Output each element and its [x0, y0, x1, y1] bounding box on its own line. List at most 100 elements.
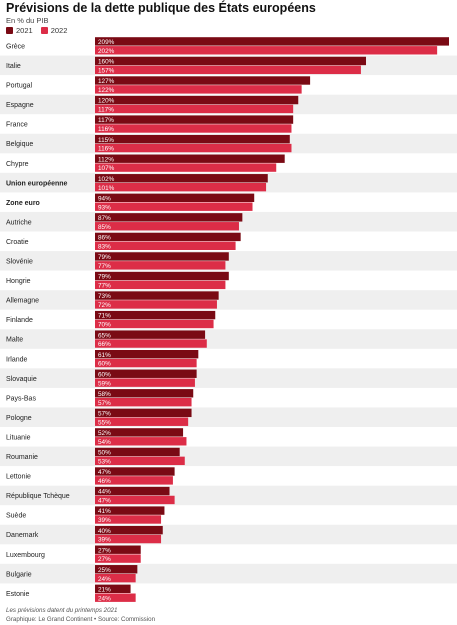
bar-2022-pologne: [95, 417, 189, 426]
bar-2021-portugal: [95, 76, 311, 85]
bar-2021-republique-tcheque: [95, 486, 170, 496]
legend-item-2022: 2022: [40, 26, 67, 35]
bar-2021-italie: [95, 56, 367, 66]
row-band: [0, 290, 457, 310]
value-label-2021-irlande: 61%: [98, 352, 111, 359]
bar-2021-irlande: [95, 350, 199, 359]
category-label-union-europeenne: Union européenne: [6, 180, 68, 187]
category-label-irlande: Irlande: [6, 356, 28, 363]
value-label-2022-suede: 39%: [98, 517, 111, 524]
category-label-suede: Suède: [6, 513, 26, 520]
value-label-2022-pologne: 55%: [98, 419, 111, 426]
chart-title: Prévisions de la dette publique des État…: [6, 1, 316, 15]
bar-2021-bulgarie: [95, 565, 138, 574]
value-label-2022-espagne: 117%: [98, 107, 114, 114]
bar-2021-hongrie: [95, 271, 229, 281]
category-label-italie: Italie: [6, 63, 21, 70]
bar-2022-republique-tcheque: [95, 495, 175, 505]
value-label-2021-italie: 160%: [98, 59, 115, 66]
category-label-luxembourg: Luxembourg: [6, 552, 45, 559]
value-label-2022-portugal: 122%: [98, 87, 115, 94]
value-label-2022-france: 116%: [98, 126, 114, 133]
bar-2022-slovaquie: [95, 378, 195, 387]
value-label-2022-slovaquie: 59%: [98, 380, 111, 387]
category-label-malte: Malte: [6, 337, 23, 344]
category-label-belgique: Belgique: [6, 141, 33, 148]
category-label-croatie: Croatie: [6, 239, 29, 246]
chart-subtitle: En % du PIB: [6, 16, 49, 25]
bar-2021-croatie: [95, 232, 241, 242]
row-band: [0, 407, 457, 427]
footer-note: Les prévisions datent du printemps 2021: [6, 607, 118, 614]
bar-2022-autriche: [95, 222, 239, 231]
value-label-2022-autriche: 85%: [98, 224, 111, 231]
value-label-2022-croatie: 83%: [98, 243, 111, 250]
bar-2022-france: [95, 124, 292, 133]
bar-2022-zone-euro: [95, 202, 253, 211]
bar-2021-zone-euro: [95, 193, 255, 202]
value-label-2021-france: 117%: [98, 117, 114, 124]
value-label-2022-republique-tcheque: 47%: [98, 498, 111, 505]
legend-swatch-2022: [40, 27, 48, 34]
value-label-2021-lettonie: 47%: [98, 469, 111, 476]
value-label-2022-pays-bas: 57%: [98, 400, 111, 407]
legend-label-2021: 2021: [16, 26, 33, 35]
category-label-autriche: Autriche: [6, 219, 32, 226]
value-label-2022-lituanie: 54%: [98, 439, 111, 446]
value-label-2022-lettonie: 46%: [98, 478, 111, 485]
value-label-2022-roumanie: 53%: [98, 458, 111, 465]
row-band: [0, 524, 457, 545]
bar-2022-estonie: [95, 593, 136, 602]
bar-2021-slovenie: [95, 252, 229, 261]
category-label-finlande: Finlande: [6, 317, 33, 324]
bar-2021-lituanie: [95, 428, 184, 437]
bar-2021-malte: [95, 330, 206, 339]
value-label-2022-finlande: 70%: [98, 322, 111, 329]
category-label-roumanie: Roumanie: [6, 454, 38, 461]
row-band: [0, 563, 457, 584]
bar-2022-irlande: [95, 358, 197, 368]
bar-2022-croatie: [95, 241, 236, 250]
bar-2022-allemagne: [95, 300, 217, 309]
bar-2021-france: [95, 115, 294, 124]
value-label-2021-republique-tcheque: 44%: [98, 489, 111, 496]
category-label-slovenie: Slovénie: [6, 259, 33, 266]
bar-2022-slovenie: [95, 261, 226, 270]
legend-swatch-2021: [6, 27, 13, 34]
category-label-zone-euro: Zone euro: [6, 200, 40, 207]
value-label-2022-belgique: 116%: [98, 146, 114, 153]
value-label-2021-pays-bas: 58%: [98, 391, 111, 398]
value-label-2021-allemagne: 73%: [98, 293, 111, 300]
bar-2021-pays-bas: [95, 389, 194, 398]
row-band: [0, 329, 457, 349]
bar-2022-malte: [95, 339, 207, 348]
value-label-2021-union-europeenne: 102%: [98, 176, 115, 183]
bar-2021-belgique: [95, 134, 290, 144]
value-label-2022-allemagne: 72%: [98, 302, 111, 309]
value-label-2021-autriche: 87%: [98, 215, 111, 222]
category-label-republique-tcheque: République Tchèque: [6, 493, 70, 500]
category-label-bulgarie: Bulgarie: [6, 571, 32, 578]
bar-2022-finlande: [95, 319, 214, 329]
bar-2021-luxembourg: [95, 545, 141, 554]
value-label-2021-croatie: 86%: [98, 235, 111, 242]
value-label-2021-espagne: 120%: [98, 98, 115, 105]
bar-2021-union-europeenne: [95, 174, 268, 183]
value-label-2022-irlande: 60%: [98, 361, 111, 368]
value-label-2021-belgique: 115%: [98, 137, 114, 144]
value-label-2021-portugal: 127%: [98, 78, 115, 85]
bar-2021-finlande: [95, 310, 216, 320]
bar-2022-suede: [95, 515, 162, 524]
bar-2022-espagne: [95, 104, 294, 114]
bar-2022-portugal: [95, 85, 302, 94]
bar-2021-roumanie: [95, 447, 180, 457]
bar-2021-suede: [95, 506, 165, 515]
bar-2022-chypre: [95, 163, 277, 172]
category-label-hongrie: Hongrie: [6, 278, 31, 285]
bar-chart: Grèce 209% 202% Italie 160%157% Portugal 127% 1…: [0, 37, 457, 602]
category-label-portugal: Portugal: [6, 83, 33, 90]
bar-2021-autriche: [95, 213, 243, 222]
category-label-lituanie: Lituanie: [6, 434, 31, 441]
bar-2021-grece: [95, 37, 449, 46]
bar-2022-union-europeenne: [95, 182, 267, 192]
